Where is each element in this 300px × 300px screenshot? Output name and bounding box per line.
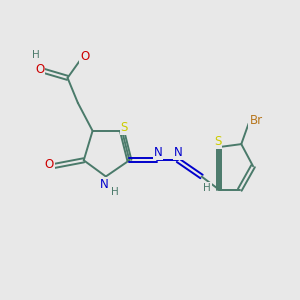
Text: Br: Br [249,114,262,127]
Text: H: H [203,183,211,193]
Text: N: N [100,178,109,191]
Text: O: O [35,62,44,76]
Text: O: O [80,50,89,63]
Text: S: S [214,135,221,148]
Text: H: H [32,50,40,60]
Text: H: H [111,187,119,197]
Text: N: N [174,146,183,159]
Text: N: N [154,146,162,159]
Text: S: S [121,122,128,134]
Text: O: O [45,158,54,171]
